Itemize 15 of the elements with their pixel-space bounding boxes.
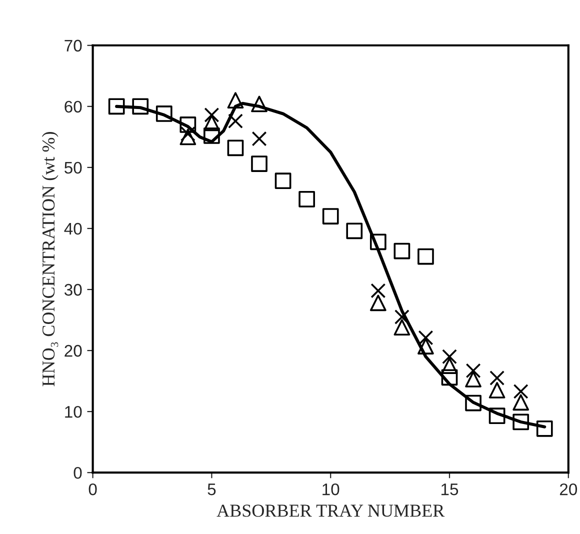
x-tick-label: 15 — [442, 484, 458, 496]
y-tick-label: 0 — [74, 466, 82, 479]
y-tick-label: 30 — [64, 284, 82, 296]
x-axis-title: ABSORBER TRAY NUMBER — [216, 504, 445, 517]
y-tick-label: 20 — [64, 344, 82, 357]
y-tick-label: 50 — [64, 162, 82, 174]
y-axis-title: HNO₃ CONCENTRATION (wt %) — [42, 132, 58, 386]
x-tick-label: 10 — [322, 483, 340, 496]
y-tick-label: 10 — [65, 406, 82, 418]
x-tick-label: 5 — [208, 484, 216, 496]
y-tick-label: 60 — [64, 100, 82, 113]
y-tick-label: 40 — [64, 222, 82, 235]
x-tick-label: 20 — [560, 483, 578, 496]
x-tick-label: 0 — [88, 483, 97, 496]
y-tick-label: 70 — [64, 40, 82, 52]
